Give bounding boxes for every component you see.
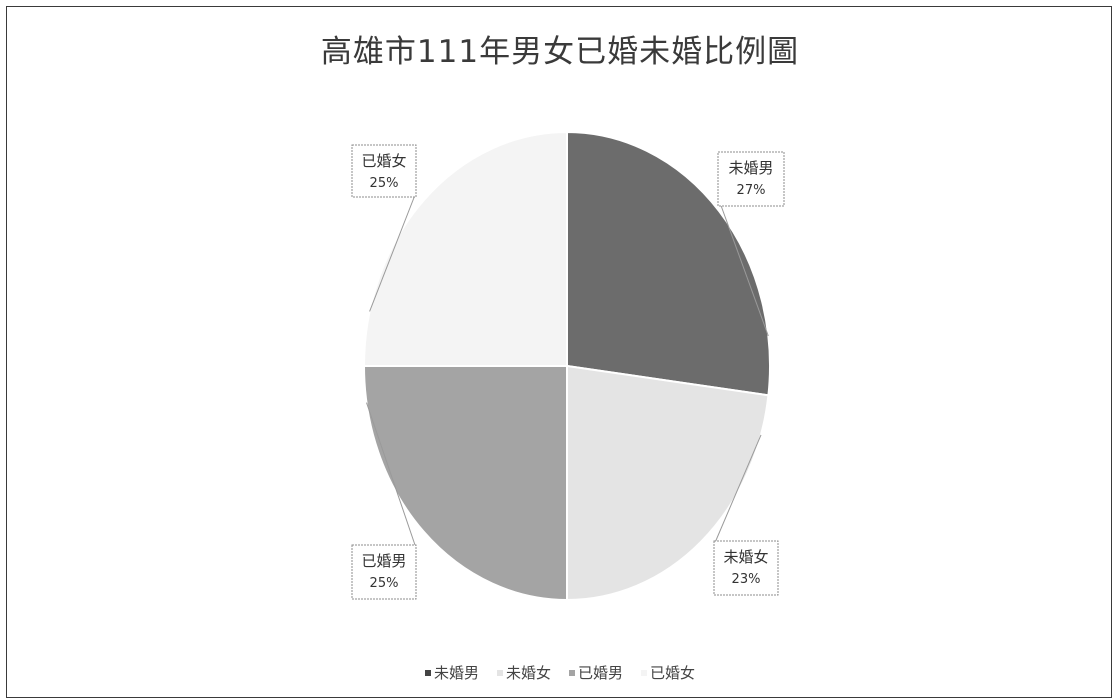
data-label-percent-unmarried-male: 27% <box>737 183 766 198</box>
legend-label-married-female: 已婚女 <box>650 664 696 682</box>
legend-swatch-unmarried-male <box>424 670 431 676</box>
pie-slice-unmarried-male <box>566 130 771 397</box>
data-label-category-married-female: 已婚女 <box>361 152 406 170</box>
data-label-box-unmarried-male <box>717 151 785 207</box>
leader-line-married-male <box>366 402 416 546</box>
data-label-box-unmarried-female <box>713 540 779 596</box>
legend-item-unmarried-male: 未婚男 <box>424 662 479 683</box>
leader-line-unmarried-male <box>718 199 769 337</box>
leader-line-married-female <box>369 194 416 312</box>
data-label-percent-unmarried-female: 23% <box>732 572 761 587</box>
data-label-percent-married-female: 25% <box>370 176 399 191</box>
data-label-box-married-male <box>351 544 417 600</box>
legend-label-unmarried-female: 未婚女 <box>505 664 551 682</box>
legend-label-married-male: 已婚男 <box>578 664 624 682</box>
legend-item-unmarried-female: 未婚女 <box>496 662 551 683</box>
data-label-box-married-female <box>351 144 417 198</box>
legend-item-married-male: 已婚男 <box>569 662 623 683</box>
legend-swatch-married-male <box>569 670 575 676</box>
data-label-percent-married-male: 25% <box>370 576 399 591</box>
data-label-category-married-male: 已婚男 <box>361 552 406 570</box>
chart-legend: 未婚男 未婚女 已婚男 已婚女 <box>0 662 1120 683</box>
legend-swatch-unmarried-female <box>496 670 503 676</box>
leader-line-unmarried-female <box>713 434 762 546</box>
pie-slices <box>362 130 771 602</box>
legend-item-married-female: 已婚女 <box>641 662 695 683</box>
legend-swatch-married-female <box>641 670 648 676</box>
data-label-category-unmarried-female: 未婚女 <box>723 548 768 566</box>
data-label-category-unmarried-male: 未婚男 <box>728 159 773 177</box>
pie-slice-married-male <box>362 365 568 602</box>
legend-label-unmarried-male: 未婚男 <box>433 664 479 682</box>
data-labels: 未婚男 27% 未婚女 23% 已婚男 25% 已婚女 25% <box>351 144 785 600</box>
chart-title: 高雄市111年男女已婚未婚比例圖 <box>320 34 800 70</box>
pie-slice-unmarried-female <box>566 364 770 602</box>
pie-slice-married-female <box>362 130 568 367</box>
